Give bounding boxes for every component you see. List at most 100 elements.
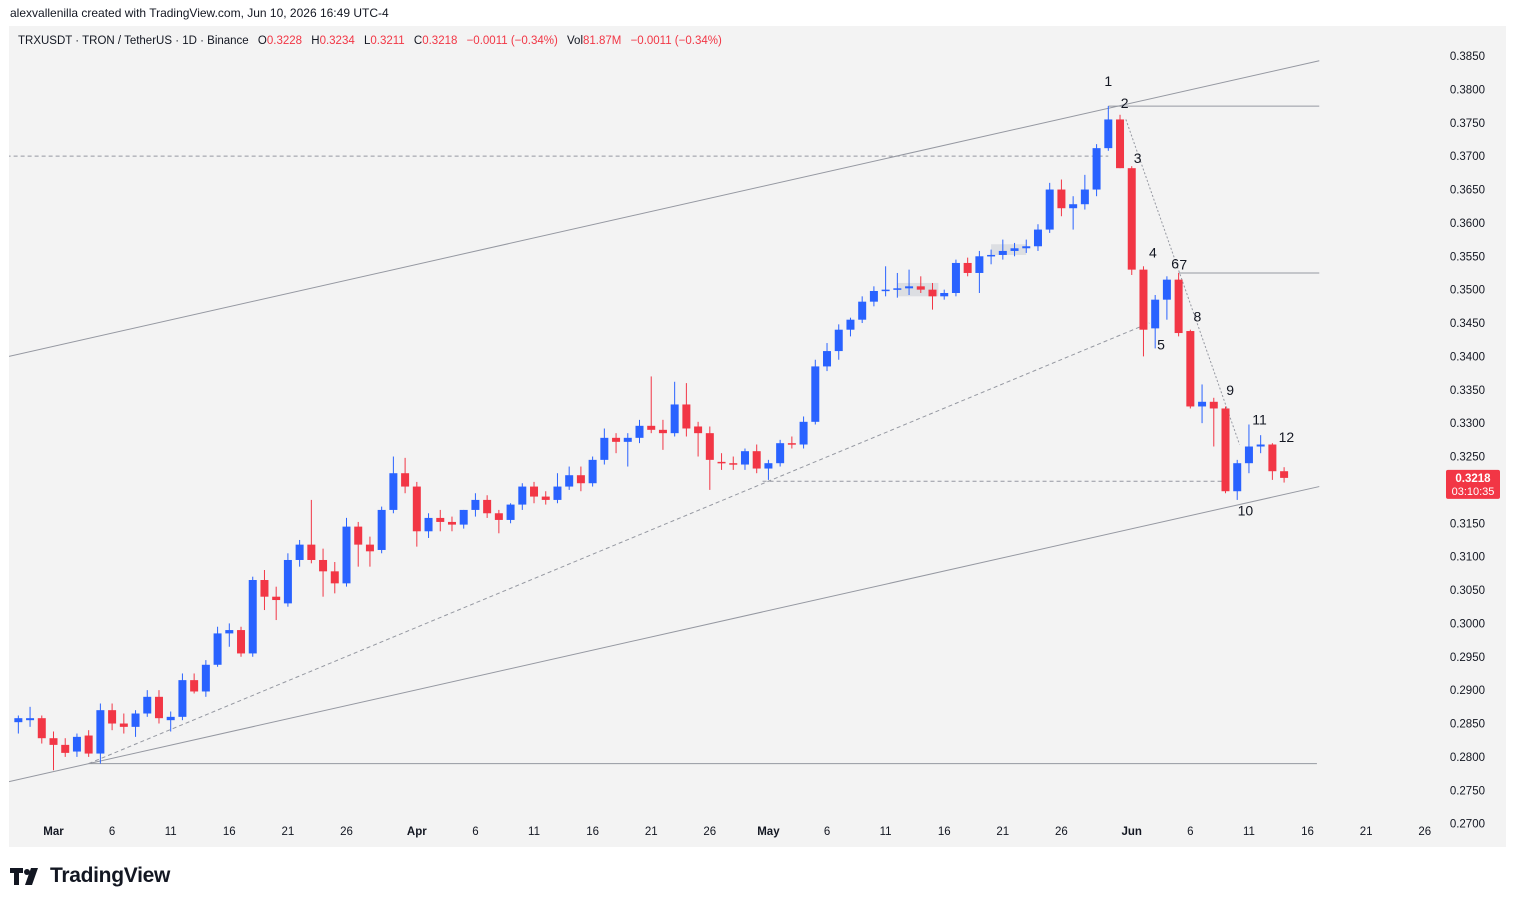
x-tick-label-0: Mar <box>43 826 64 838</box>
candle-body <box>858 301 867 320</box>
candle-19 <box>237 626 246 657</box>
candle-body <box>694 426 703 434</box>
candle-body <box>834 329 843 352</box>
tradingview-logo[interactable]: TradingView <box>10 864 170 888</box>
candle-11 <box>143 690 152 717</box>
candle-body <box>377 509 386 550</box>
candle-body <box>682 404 691 429</box>
y-tick-label-10: 0.3350 <box>1450 385 1485 397</box>
candle-63 <box>752 444 761 474</box>
candle-body <box>776 443 785 464</box>
candle-body <box>600 437 609 460</box>
candle-body <box>61 744 70 753</box>
candle-8 <box>108 703 117 731</box>
candle-23 <box>283 553 292 607</box>
wave-label-5: 5 <box>1157 337 1165 353</box>
candle-43 <box>518 483 527 510</box>
candle-body <box>342 526 351 584</box>
candle-101 <box>1198 384 1207 424</box>
candle-55 <box>658 419 667 450</box>
candle-25 <box>307 499 316 564</box>
candle-67 <box>799 416 808 449</box>
trendline-0 <box>9 60 1320 357</box>
candle-body <box>154 696 163 719</box>
candle-body <box>1162 279 1171 300</box>
candle-body <box>1010 248 1019 251</box>
tradingview-logo-icon <box>10 868 38 885</box>
candle-36 <box>436 509 445 532</box>
high-value: 0.3234 <box>319 35 355 47</box>
candle-body <box>436 517 445 522</box>
candle-104 <box>1233 459 1242 500</box>
candle-31 <box>377 506 386 554</box>
candle-body <box>37 718 46 739</box>
candle-body <box>459 509 468 525</box>
candle-body <box>1080 189 1089 205</box>
candle-40 <box>483 495 492 518</box>
candle-body <box>248 580 257 654</box>
candle-body <box>1022 246 1031 249</box>
candle-body <box>998 250 1007 255</box>
candle-0 <box>14 715 23 734</box>
candle-78 <box>928 282 937 310</box>
candle-body <box>811 366 820 422</box>
candle-body <box>108 710 117 724</box>
candle-33 <box>401 457 410 494</box>
candle-28 <box>342 517 351 587</box>
candle-92 <box>1092 144 1101 197</box>
wave-label-10: 10 <box>1238 502 1254 518</box>
candle-13 <box>166 711 175 732</box>
candle-71 <box>846 317 855 337</box>
vol-label: Vol <box>567 35 584 47</box>
x-tick-label-17: 26 <box>1055 826 1068 838</box>
candle-7 <box>96 703 105 764</box>
candle-body <box>483 499 492 514</box>
candle-body <box>1127 168 1136 270</box>
change-value: −0.0011 (−0.34%) <box>466 35 558 47</box>
vol-value: 81.87M <box>583 35 622 47</box>
chart-panel[interactable]: 1 2 3 4 5 6 7 8 9 10 11 12 0.3850 0.3800 0.3750 0.3700 0… <box>9 26 1506 847</box>
candle-74 <box>881 266 890 297</box>
candle-body <box>272 596 281 601</box>
candle-body <box>72 736 81 752</box>
candle-body <box>1209 401 1218 409</box>
candle-body <box>213 633 222 665</box>
candle-body <box>190 680 199 692</box>
candle-47 <box>565 466 574 490</box>
x-tick-label-10: 21 <box>645 826 658 838</box>
x-tick-label-6: Apr <box>407 826 427 838</box>
candle-54 <box>647 376 656 434</box>
candle-16 <box>201 660 210 697</box>
candle-29 <box>354 521 363 567</box>
candle-body <box>1092 148 1101 190</box>
wave-label-3: 3 <box>1134 150 1142 166</box>
candle-90 <box>1069 196 1078 230</box>
candle-60 <box>717 453 726 470</box>
y-tick-label-1: 0.3800 <box>1450 84 1485 96</box>
wave-label-1: 1 <box>1104 73 1112 89</box>
candle-body <box>740 451 749 465</box>
x-tick-label-18: Jun <box>1122 826 1142 838</box>
candle-106 <box>1256 435 1265 454</box>
candle-57 <box>682 383 691 437</box>
candle-body <box>905 286 914 289</box>
candle-53 <box>635 419 644 444</box>
candle-body <box>365 544 374 552</box>
wave-label-7: 7 <box>1179 257 1187 273</box>
candle-38 <box>459 509 468 529</box>
x-tick-label-1: 6 <box>109 826 115 838</box>
candle-body <box>623 437 632 442</box>
y-tick-label-14: 0.3150 <box>1450 518 1485 530</box>
candle-body <box>752 451 761 469</box>
y-tick-label-15: 0.3100 <box>1450 552 1485 564</box>
candle-body <box>612 437 621 442</box>
x-tick-label-3: 16 <box>223 826 236 838</box>
candle-body <box>764 463 773 469</box>
candle-65 <box>776 439 785 467</box>
candle-85 <box>1010 242 1019 257</box>
candle-82 <box>975 250 984 293</box>
candle-37 <box>447 516 456 532</box>
candle-body <box>283 559 292 604</box>
